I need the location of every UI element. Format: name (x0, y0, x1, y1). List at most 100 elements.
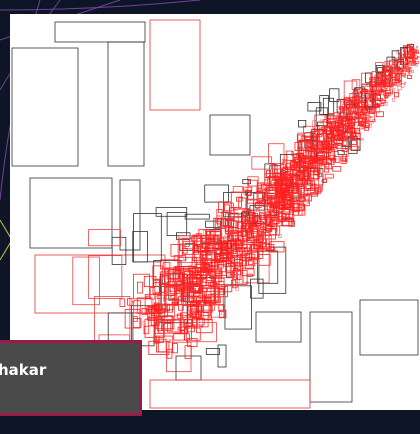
cell-rect (326, 121, 336, 128)
cell-rect (201, 234, 211, 244)
cell-rect (237, 252, 242, 258)
cell-rect (325, 163, 333, 170)
cell-rect (246, 209, 255, 224)
cell-rect (325, 139, 329, 145)
cell-rect (326, 133, 329, 138)
cell-rect (405, 48, 408, 52)
cell-rect (416, 52, 420, 54)
cell-rect (236, 196, 243, 202)
cell-rect (372, 92, 376, 96)
cell-rect (161, 320, 172, 331)
cell-rect (266, 170, 272, 179)
cell-rect (351, 117, 359, 123)
cell-rect (409, 58, 411, 61)
cell-rect (279, 196, 290, 210)
cell-rect (273, 182, 276, 187)
cell-rect (399, 52, 402, 56)
cell-rect (298, 194, 310, 207)
cell-rect (296, 179, 303, 187)
cell-rect (155, 207, 188, 217)
cell-rect (204, 184, 230, 203)
cell-rect (342, 145, 346, 149)
cell-rect (217, 264, 224, 269)
cell-rect (218, 309, 227, 319)
cell-rect (396, 57, 400, 60)
cell-rect (326, 166, 328, 170)
cell-rect (372, 102, 378, 107)
cell-rect (335, 115, 343, 123)
cell-rect (408, 51, 410, 55)
cell-rect (350, 97, 357, 103)
cell-rect (246, 236, 255, 243)
cell-rect (387, 79, 391, 82)
cell-rect (338, 118, 343, 124)
cell-rect (349, 103, 357, 108)
cell-rect (321, 146, 327, 150)
cell-rect (391, 80, 397, 83)
cell-rect (227, 235, 243, 250)
cell-rect (366, 107, 372, 112)
cell-rect (192, 312, 209, 328)
cell-rect (335, 142, 342, 149)
cell-rect (251, 228, 259, 238)
cell-rect (264, 221, 269, 231)
cell-rect (214, 218, 222, 236)
cell-rect (324, 173, 334, 179)
cell-rect (202, 251, 217, 264)
cell-rect (273, 169, 278, 174)
cell-rect (301, 157, 315, 169)
cell-rect (359, 117, 363, 122)
cell-rect (242, 267, 255, 277)
cell-rect (390, 74, 393, 78)
cell-rect (394, 73, 398, 76)
cell-rect (143, 325, 150, 335)
cell-rect (405, 57, 407, 60)
cell-rect (330, 158, 336, 163)
cell-rect (260, 232, 270, 248)
cell-rect (169, 339, 171, 342)
cell-rect (337, 150, 345, 156)
cell-rect (323, 137, 326, 140)
cell-rect (341, 148, 348, 152)
cell-rect (137, 281, 144, 294)
cell-rect (257, 198, 271, 204)
cell-rect (376, 73, 381, 79)
cell-rect (411, 48, 414, 51)
cell-rect (323, 143, 327, 149)
cell-rect (211, 275, 222, 283)
cell-rect (230, 191, 242, 208)
cell-rect (318, 150, 322, 154)
cell-rect (141, 308, 147, 316)
cell-rect (153, 302, 160, 312)
cell-rect (204, 260, 218, 271)
cell-rect (186, 324, 195, 333)
black-rect (119, 179, 141, 251)
cell-rect (236, 270, 242, 280)
cell-rect (405, 66, 409, 70)
cell-rect (268, 220, 275, 228)
cell-rect (326, 137, 330, 140)
cell-rect (158, 319, 182, 334)
cell-rect (215, 277, 225, 295)
caption-box: hakar (0, 340, 142, 416)
cell-rect (306, 167, 315, 173)
cell-rect (381, 89, 385, 93)
cell-rect (351, 92, 355, 98)
cell-rect (300, 169, 306, 174)
cell-rect (369, 124, 372, 128)
cell-rect (393, 92, 399, 98)
cell-rect (315, 107, 329, 126)
cell-rect (289, 173, 300, 184)
cell-rect (306, 199, 309, 204)
cell-rect (349, 145, 360, 151)
cell-rect (416, 45, 418, 48)
cell-rect (348, 115, 352, 119)
cell-rect (364, 112, 367, 115)
cell-rect (394, 60, 398, 62)
cell-rect (297, 146, 302, 155)
cell-rect (198, 300, 211, 317)
cell-rect (349, 140, 353, 148)
cell-rect (257, 250, 279, 284)
cell-rect (289, 161, 300, 168)
cell-rect (255, 238, 267, 243)
